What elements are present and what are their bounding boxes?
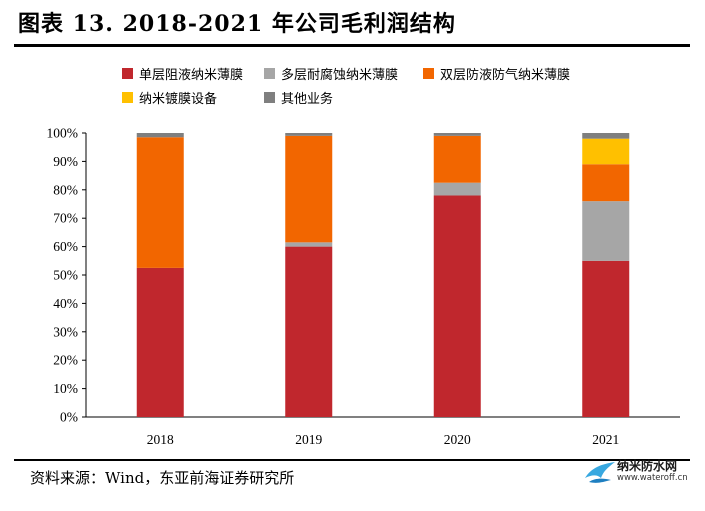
x-tick-label: 2020 [444,432,471,447]
footer-rule [14,459,690,461]
y-tick-label: 10% [53,381,78,396]
bar-segment-2021-series-0 [582,260,630,417]
legend-swatch [264,68,275,79]
legend-item-equipment: 纳米镀膜设备 [122,88,217,107]
chart-title: 图表 13. 2018-2021 年公司毛利润结构 [18,11,456,37]
legend-swatch [122,92,133,103]
legend-item-double-layer: 双层防液防气纳米薄膜 [423,64,570,83]
bar-segment-2018-series-4 [136,133,184,138]
x-tick-label: 2021 [592,432,619,447]
legend-label: 纳米镀膜设备 [139,92,218,107]
y-tick-label: 60% [53,239,78,254]
watermark-logo: 纳米防水网 www.wateroff.cn [583,456,693,490]
bar-segment-2020-series-4 [433,133,481,136]
bar-segment-2019-series-0 [285,246,333,417]
legend-label: 其他业务 [281,92,334,107]
legend-swatch [423,68,434,79]
y-tick-label: 20% [53,353,78,368]
legend-swatch [122,68,133,79]
bar-segment-2021-series-1 [582,201,630,261]
y-tick-label: 30% [53,324,78,339]
y-tick-label: 0% [60,410,78,425]
legend-item-multi-layer: 多层耐腐蚀纳米薄膜 [264,64,398,83]
legend-label: 双层防液防气纳米薄膜 [440,68,571,83]
bar-segment-2021-series-2 [582,164,630,202]
legend-item-other: 其他业务 [264,88,333,107]
bar-segment-2019-series-2 [285,135,333,243]
legend-label: 单层阻液纳米薄膜 [139,68,244,83]
stacked-bar-chart: 0% 10% 20% 30% 40% 50% 60% 70% 80% 90% 100% 2018 201… [47,126,680,447]
bird-icon [585,462,615,483]
y-tick-label: 70% [53,211,78,226]
bar-segment-2020-series-0 [433,195,481,417]
y-tick-label: 40% [53,296,78,311]
bar-segment-2020-series-2 [433,135,481,183]
bar-segment-2020-series-1 [433,182,481,196]
legend-label: 多层耐腐蚀纳米薄膜 [281,68,399,83]
bar-segment-2019-series-4 [285,133,333,136]
bar-segment-2021-series-4 [582,133,630,139]
y-tick-label: 80% [53,182,78,197]
watermark-name: 纳米防水网 [617,459,678,473]
source-note: 资料来源：Wind，东亚前海证券研究所 [30,469,295,487]
y-tick-label: 100% [47,126,79,141]
x-tick-label: 2019 [295,432,322,447]
x-tick-label: 2018 [147,432,174,447]
y-tick-label: 50% [53,268,78,283]
bar-segment-2018-series-2 [136,137,184,268]
bar-segment-2018-series-0 [136,267,184,417]
y-tick-label: 90% [53,154,78,169]
bar-segment-2021-series-3 [582,138,630,165]
chart-legend: 单层阻液纳米薄膜 多层耐腐蚀纳米薄膜 双层防液防气纳米薄膜 纳米镀膜设备 其他业… [0,0,705,120]
title-underline [14,44,690,47]
legend-swatch [264,92,275,103]
watermark-url: www.wateroff.cn [617,473,688,483]
bar-segment-2019-series-1 [285,242,333,247]
legend-item-single-layer: 单层阻液纳米薄膜 [122,64,243,83]
